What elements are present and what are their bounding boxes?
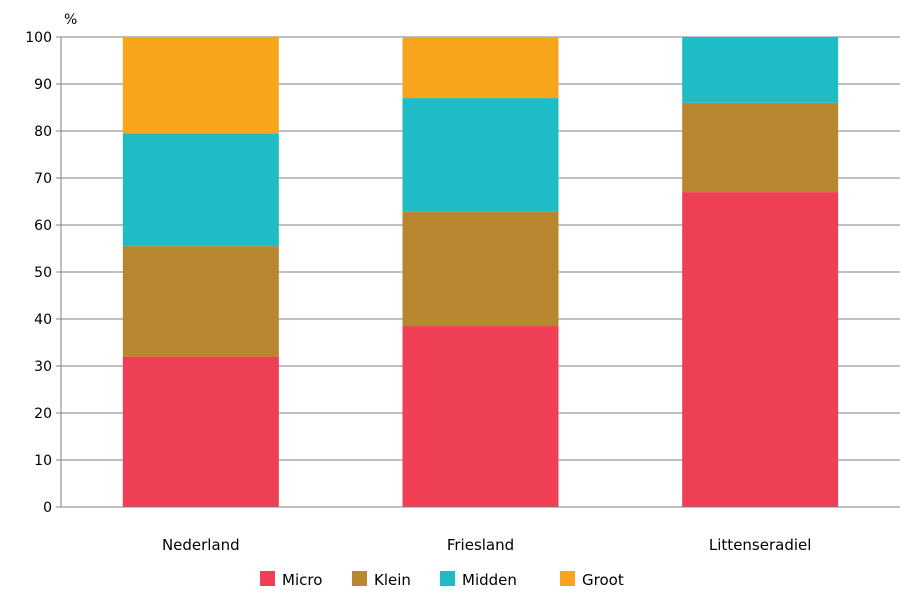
- bar-micro-friesland: [402, 326, 559, 507]
- y-tick-label: 10: [34, 453, 52, 469]
- x-category-label: Nederland: [162, 536, 240, 554]
- legend-swatch-midden: [440, 571, 455, 586]
- bar-groot-nederland: [122, 37, 279, 134]
- legend: Micro Klein Midden Groot: [260, 571, 624, 589]
- y-tick-label: 20: [34, 406, 52, 422]
- legend-swatch-klein: [352, 571, 367, 586]
- bar-groot-friesland: [402, 37, 559, 99]
- bars: [122, 37, 839, 507]
- y-tick-label: 70: [34, 171, 52, 187]
- bar-midden-nederland: [122, 133, 279, 247]
- bar-klein-nederland: [122, 246, 279, 357]
- y-tick-label: 60: [34, 218, 52, 234]
- legend-label-klein: Klein: [374, 571, 411, 589]
- bar-micro-littenseradiel: [682, 192, 839, 507]
- y-tick-label: 100: [25, 30, 52, 46]
- bar-klein-littenseradiel: [682, 102, 839, 193]
- legend-label-micro: Micro: [282, 571, 322, 589]
- x-category-label: Friesland: [447, 536, 514, 554]
- y-tick-label: 30: [34, 359, 52, 375]
- y-tick-label: 50: [34, 265, 52, 281]
- y-tick-label: 80: [34, 124, 52, 140]
- legend-label-midden: Midden: [462, 571, 517, 589]
- y-tick-label: 90: [34, 77, 52, 93]
- axes: 0 10 20 30 40 50 60 70 80 90 100 Nederland Friesland…: [25, 30, 900, 554]
- bar-micro-nederland: [122, 356, 279, 507]
- bar-midden-friesland: [402, 98, 559, 212]
- y-tick-label: 0: [43, 500, 52, 516]
- legend-swatch-groot: [560, 571, 575, 586]
- bar-klein-friesland: [402, 211, 559, 327]
- x-category-label: Littenseradiel: [709, 536, 812, 554]
- legend-label-groot: Groot: [582, 571, 624, 589]
- bar-midden-littenseradiel: [682, 37, 839, 103]
- legend-swatch-micro: [260, 571, 275, 586]
- y-tick-label: 40: [34, 312, 52, 328]
- y-axis-unit-label: %: [64, 12, 77, 28]
